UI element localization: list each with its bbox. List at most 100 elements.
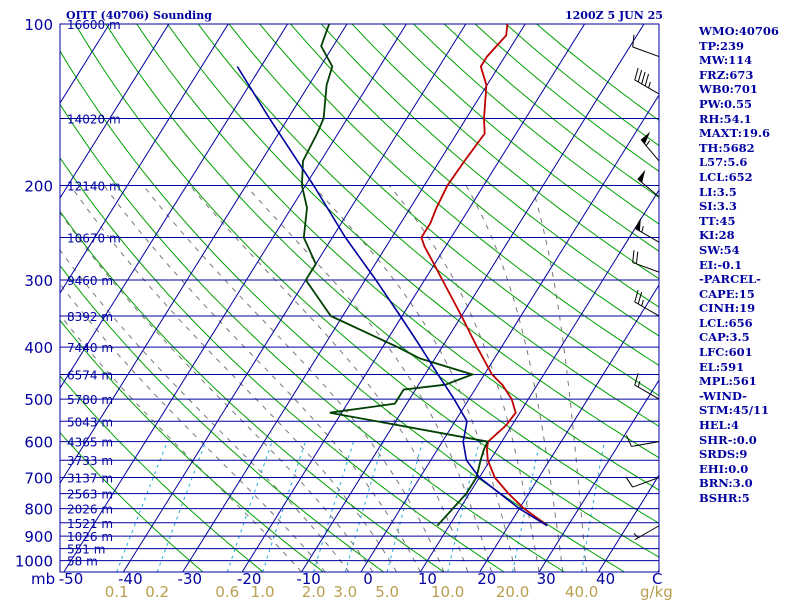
- index-item: STM:45/11: [699, 403, 770, 418]
- pressure-tick-label: 700: [24, 470, 53, 488]
- wind-barb-feather: [634, 373, 639, 386]
- profiles: [236, 24, 548, 527]
- height-label: 2026 m: [67, 503, 113, 517]
- pressure-tick-label: 1000: [15, 553, 53, 571]
- wind-barb: [634, 67, 660, 95]
- index-item: SI:3.3: [699, 199, 737, 214]
- wind-barb: [633, 525, 660, 541]
- wind-barb-feather: [632, 34, 635, 48]
- height-label: 8392 m: [67, 310, 113, 324]
- wind-barb: [640, 131, 660, 162]
- mixing-ratio-tick-label: 10.0: [431, 583, 464, 600]
- index-item: WB0:701: [699, 82, 758, 97]
- wind-barb-feather: [644, 73, 650, 87]
- wind-barb-half-feather: [641, 299, 644, 307]
- wind-barb-half-feather: [641, 226, 644, 233]
- mixing-ratio-tick-label: 1.0: [251, 583, 275, 600]
- wind-barb-staff: [634, 79, 660, 95]
- wind-barb-feather: [637, 69, 643, 83]
- moist-adiabat: [189, 185, 469, 572]
- pressure-tick-label: 200: [24, 178, 53, 196]
- index-item: -PARCEL-: [699, 272, 761, 287]
- temperature-tick-label: -10: [296, 570, 321, 588]
- dry-adiabat: [290, 24, 659, 337]
- height-label: 6574 m: [67, 369, 113, 383]
- x-unit-label: C: [652, 570, 662, 588]
- index-item: TP:239: [699, 38, 745, 53]
- isotherm: [60, 24, 348, 485]
- dry-adiabat: [60, 375, 264, 572]
- temperature-tick-label: 10: [418, 570, 437, 588]
- dry-adiabat: [60, 156, 505, 572]
- height-label: 1521 m: [67, 517, 113, 531]
- pressure-tick-label: 600: [24, 434, 53, 452]
- wind-barb-staff: [634, 525, 660, 541]
- temperature-tick-label: 0: [363, 570, 373, 588]
- moist-adiabat: [312, 185, 516, 572]
- moist-adiabat: [103, 185, 421, 572]
- height-label: 551 m: [67, 543, 105, 557]
- dry-adiabat: [228, 24, 659, 397]
- wind-barb-feather: [641, 71, 646, 85]
- isotherm: [60, 24, 289, 390]
- plot-frame: [59, 23, 660, 573]
- mixing-ratio-tick-label: 0.6: [215, 583, 239, 600]
- wind-barb-half-feather: [637, 381, 641, 388]
- pressure-tick-label: 300: [24, 272, 53, 290]
- moist-adiabat: [389, 185, 540, 572]
- mixing-ratio-tick-label: 2.0: [302, 583, 326, 600]
- wind-barb-half-feather: [633, 532, 639, 539]
- isotherm: [182, 24, 526, 572]
- dewpoint-line: [300, 24, 489, 527]
- wind-barb: [625, 434, 660, 447]
- dry-adiabat: [60, 210, 445, 572]
- wind-barb-flag: [634, 217, 641, 232]
- index-item: KI:28: [699, 228, 735, 243]
- wind-barb-half-feather: [645, 140, 651, 146]
- isotherm: [360, 94, 659, 572]
- isotherm: [0, 24, 50, 572]
- isotherm: [598, 474, 659, 572]
- index-item: L57:5.6: [699, 155, 748, 170]
- mixing-ratio-tick-label: 3.0: [333, 583, 357, 600]
- height-label: 3137 m: [67, 472, 113, 486]
- index-item: -WIND-: [699, 388, 747, 403]
- index-item: SRDS:9: [699, 447, 748, 462]
- height-label: 5043 m: [67, 415, 113, 429]
- index-item: CAP:3.5: [699, 330, 750, 345]
- height-label: 16600 m: [67, 18, 121, 32]
- dry-adiabat: [351, 24, 659, 280]
- moist-adiabat: [60, 314, 302, 572]
- index-item: EL:591: [699, 359, 745, 374]
- wind-barb: [625, 476, 660, 488]
- wind-barb-feather: [625, 434, 632, 447]
- dry-adiabats: [60, 24, 659, 572]
- temperature-tick-label: -50: [59, 570, 84, 588]
- dry-adiabat: [259, 24, 659, 366]
- moist-adiabat: [60, 283, 326, 572]
- isobars: [59, 23, 660, 573]
- index-item: SHR-:0.0: [699, 432, 757, 447]
- wind-barb-feather: [634, 289, 639, 303]
- isotherm: [122, 24, 467, 572]
- mixing-ratio-tick-label: 0.2: [145, 583, 169, 600]
- pressure-tick-label: 100: [24, 16, 53, 34]
- index-item: CINH:19: [699, 301, 756, 316]
- index-item: WMO:40706: [699, 24, 779, 38]
- parcel-line: [236, 66, 548, 527]
- index-item: BRN:3.0: [699, 476, 753, 491]
- pressure-tick-label: 900: [24, 528, 53, 546]
- height-label: 2563 m: [67, 488, 113, 502]
- index-item: SW:54: [699, 242, 740, 257]
- dry-adiabat: [74, 24, 659, 558]
- dry-adiabat: [166, 24, 659, 459]
- wind-barb-staff: [634, 301, 660, 317]
- isotherm: [479, 284, 659, 572]
- wind-barbs: [625, 34, 660, 541]
- isotherm: [60, 24, 229, 295]
- temperature-tick-label: -20: [237, 570, 262, 588]
- isotherms: [0, 24, 659, 572]
- temperature-tick-label: -40: [118, 570, 143, 588]
- dry-adiabat: [197, 24, 659, 427]
- height-label: 4365 m: [67, 436, 113, 450]
